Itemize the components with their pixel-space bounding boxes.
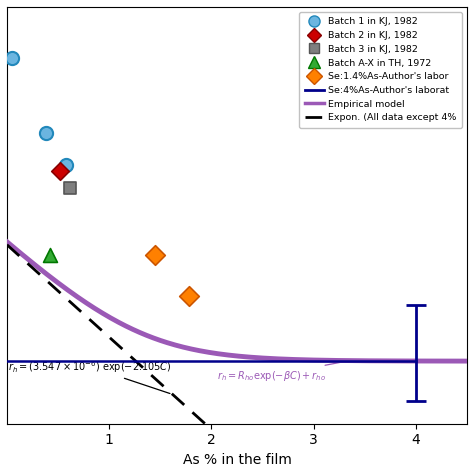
Legend: Batch 1 in KJ, 1982, Batch 2 in KJ, 1982, Batch 3 in KJ, 1982, Batch A-X in TH, : Batch 1 in KJ, 1982, Batch 2 in KJ, 1982…	[299, 12, 462, 128]
Point	[66, 184, 74, 191]
Point	[8, 54, 16, 62]
Point	[63, 161, 70, 168]
Point	[46, 251, 54, 259]
X-axis label: As % in the film: As % in the film	[182, 453, 292, 467]
Point	[185, 292, 193, 300]
Text: $r_h = (3.547\times10^{-6})\ \exp(-2.105C)$: $r_h = (3.547\times10^{-6})\ \exp(-2.105…	[8, 359, 172, 393]
Point	[56, 167, 64, 175]
Point	[151, 251, 159, 259]
Text: $r_h = R_{ho}\exp(-\beta C) + r_{ho}$: $r_h = R_{ho}\exp(-\beta C) + r_{ho}$	[217, 361, 347, 383]
Point	[42, 129, 50, 137]
